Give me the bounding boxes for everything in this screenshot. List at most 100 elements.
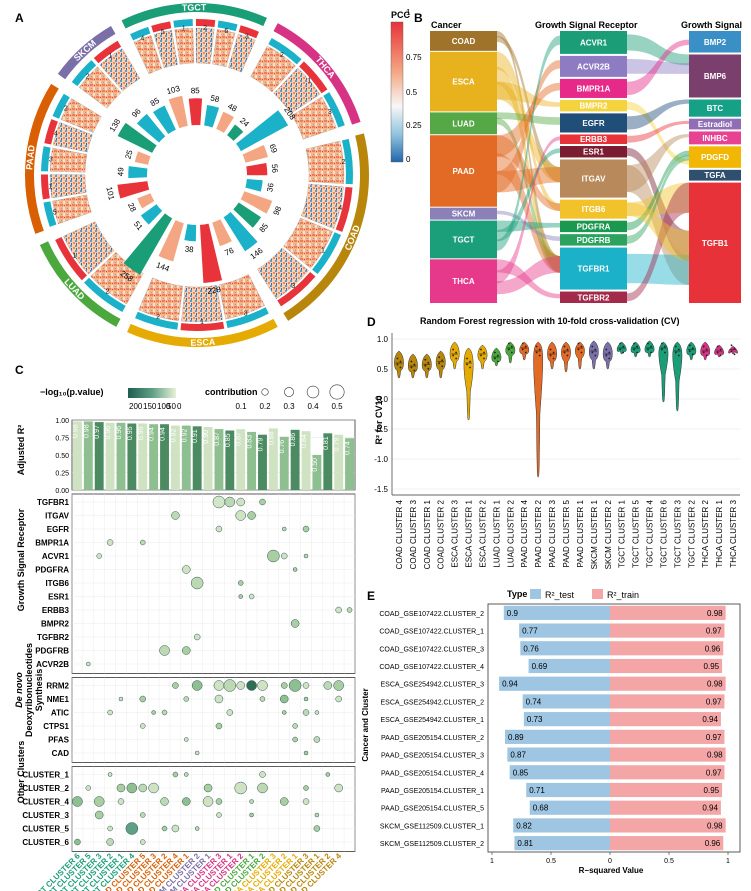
cluster-seg [238,25,259,39]
pcc-tick-025: 0.25 [406,121,422,130]
e-test-value: 0.69 [532,662,548,671]
violin-point [677,348,680,351]
cluster-seg [43,201,57,227]
cancer-arc-coad [283,133,369,321]
sankey-link-cancer-receptor [497,51,560,212]
e-test-value: 0.85 [513,768,529,777]
pval-tick-100: 100 [157,402,171,411]
others-grid-dot [116,783,126,793]
receptor-grid-dot [346,607,353,613]
cluster-seg [268,38,302,65]
violin-shape [533,341,544,478]
violin-point [538,348,541,351]
receptor-grid-dot [236,497,245,507]
pcc-colorbar [390,21,404,163]
sankey-node-label-egfr: EGFR [582,119,604,128]
inner-bar-label: 85 [149,96,162,109]
sankey-node-receptor-bmpr2 [560,99,627,112]
adj-r2-bar [247,431,257,490]
adj-r2-bar [105,422,115,490]
violin-point [521,348,524,351]
adj-r2-value: 0.98 [72,424,79,438]
inner-bar-label: 98 [272,204,284,216]
e-x-tick-label: 0 [608,858,612,865]
violin-point [580,351,583,354]
cluster-heatmap [291,96,337,140]
violin-x-label: ESCA CLUSTER 2 [478,499,487,567]
dnd-grid-dot [183,696,190,702]
others-grid-dot [314,812,320,818]
inner-bar-label: 24 [238,116,251,129]
others-grid-row-label: CLUSTER_1 [22,771,69,780]
adj-r2-value: 0.94 [149,427,156,441]
inner-bar [227,124,244,141]
sankey-node-label-tgfa: TGFA [704,171,726,180]
cluster-seg [71,60,97,87]
dnd-grid-dot [280,694,289,704]
e-y-category: PAAD_GSE205154.CLUSTER_5 [381,806,484,813]
others-grid-dot [249,812,254,818]
e-y-category: COAD_GSE107422.CLUSTER_3 [379,646,484,653]
e-test-bar [519,623,610,638]
receptor-grid-dot [159,645,170,656]
others-grid-dot [172,771,179,778]
violin-point [674,351,677,354]
violin-point [549,354,552,357]
adj-r2-bar [170,425,180,490]
receptor-grid-dot [335,606,342,614]
dnd-grid-dot [303,750,309,756]
sankey-link-cancer-receptor [497,136,560,284]
e-train-bar [610,765,725,780]
dnd-grid-dot [107,709,113,716]
panel-c-legend: −log₁₀(p.value) 200 150 100 50 0 contrib… [40,384,345,411]
others-grid-dot [202,796,214,807]
sankey-node-label-paad: PAAD [452,167,474,176]
violin-point [605,348,608,351]
adj-r2-bar [301,431,311,490]
cluster-seg [312,232,342,275]
sankey-node-cancer-tgct [430,220,497,259]
cluster-seg [217,20,238,32]
dnd-grid-dot [257,680,268,691]
dnd-grid-row-label: PFAS [48,736,70,745]
sankey-node-cancer-paad [430,135,497,207]
receptor-grid-dot [86,661,91,667]
sankey-link-cancer-receptor [497,66,560,273]
receptor-grid-dot [248,593,255,600]
violin-point [535,351,538,354]
sankey-link-cancer-receptor [497,81,560,183]
inner-bar [223,212,258,252]
e-y-category: ESCA_GSE254942.CLUSTER_1 [381,717,485,724]
receptor-grid-row-label: ITGAV [45,512,70,521]
sankey-node-label-tgfbr2: TGFBR2 [578,293,611,302]
receptor-grid-row-label: ACVR1 [42,552,70,561]
others-grid-dot [171,824,180,833]
sankey-node-label-pdgfd: PDGFD [701,153,729,162]
violin-point [424,358,427,361]
sankey-node-label-bmpr2: BMPR2 [579,102,608,111]
e-train-value: 0.97 [706,733,722,742]
violin-y-tick: -1.0 [374,455,388,464]
receptor-grid-dot [182,565,191,574]
others-grid-dot [106,838,114,846]
sankey-node-receptor-tgfbr1 [560,247,627,290]
others-grid-row-label: CLUSTER_6 [22,838,69,847]
panel-label-c: C [15,363,24,377]
others-grid-dot [140,839,146,845]
size-legend-value: 0.1 [235,402,247,411]
dnd-grid-dot [303,696,309,702]
inner-bar-label: 101 [104,186,116,201]
sankey-node-label-skcm: SKCM [452,210,476,219]
size-legend-circle [261,388,269,396]
sankey-node-cancer-esca [430,51,497,112]
cluster-id: 5 [53,210,57,217]
sankey-link-receptor-signal [627,59,689,74]
dnd-grid-dot [213,680,225,691]
dnd-grid-dot [236,681,245,690]
e-train-bar [610,729,725,744]
violin-x-label: TGCT CLUSTER 1 [618,499,627,567]
inner-bar [242,145,268,163]
violin-point [497,354,499,357]
cluster-seg [41,146,51,172]
cluster-seg [55,237,87,281]
